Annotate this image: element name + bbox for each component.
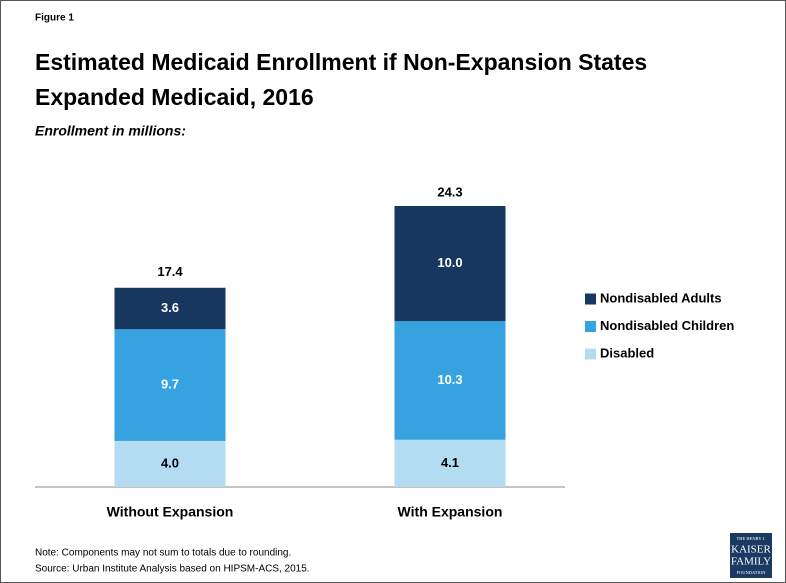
chart-subtitle: Enrollment in millions:	[35, 123, 186, 139]
total-label: 24.3	[437, 185, 462, 200]
legend-swatch	[585, 348, 596, 360]
chart-title: Expanded Medicaid, 2016	[35, 84, 314, 110]
total-label: 17.4	[157, 264, 183, 279]
logo-text: FAMILY	[731, 556, 771, 568]
logo-text: KAISER	[731, 544, 771, 556]
legend-label: Nondisabled Adults	[600, 290, 722, 305]
value-label: 9.7	[161, 377, 179, 392]
logo-text: THE HENRY J.	[737, 536, 766, 541]
bar-segment	[114, 329, 226, 441]
legend-swatch	[585, 321, 596, 332]
note: Source: Urban Institute Analysis based o…	[35, 564, 310, 575]
value-label: 3.6	[161, 300, 179, 315]
legend-label: Nondisabled Children	[600, 318, 734, 333]
figure-label: Figure 1	[35, 13, 74, 24]
note: Note: Components may not sum to totals d…	[35, 548, 291, 559]
value-label: 10.0	[437, 255, 462, 270]
legend-label: Disabled	[600, 345, 654, 360]
x-tick-label: With Expansion	[398, 504, 503, 520]
value-label: 10.3	[437, 372, 462, 387]
bar-segment	[114, 440, 226, 487]
chart-title: Estimated Medicaid Enrollment if Non-Exp…	[35, 49, 647, 75]
x-tick-label: Without Expansion	[107, 504, 234, 520]
legend-swatch	[585, 293, 596, 305]
value-label: 4.1	[441, 455, 459, 470]
bar-segment	[394, 206, 506, 322]
bar-segment	[394, 321, 506, 440]
value-label: 4.0	[161, 455, 179, 470]
bar-segment	[114, 287, 226, 330]
bar-segment	[394, 439, 506, 487]
logo-text: FOUNDATION	[737, 570, 767, 575]
logo	[730, 533, 772, 578]
